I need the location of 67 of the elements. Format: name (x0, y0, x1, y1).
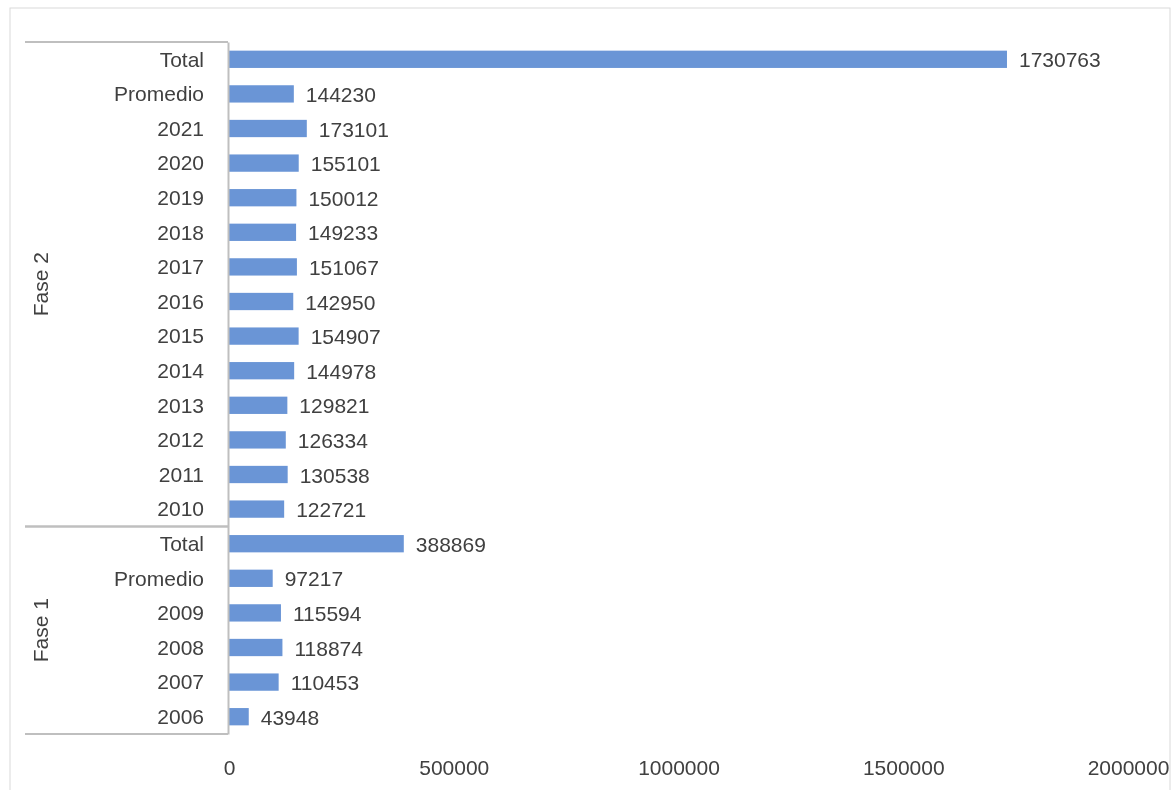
bar (229, 119, 307, 138)
bar (229, 258, 297, 276)
data-label: 43948 (260, 705, 320, 729)
bar (229, 673, 279, 691)
bar (229, 362, 295, 380)
bar (229, 708, 249, 726)
y-tick-label: Promedio (114, 82, 204, 106)
data-label: 388869 (415, 532, 486, 556)
data-label: 173101 (318, 117, 389, 141)
y-tick-label: 2018 (157, 220, 204, 244)
data-label: 118874 (294, 636, 364, 660)
y-tick-label: Total (159, 532, 204, 556)
data-label: 150012 (308, 186, 379, 210)
y-axis-title: Fase 2 (29, 252, 52, 317)
bar (229, 604, 281, 622)
y-axis-title: Fase 1 (29, 598, 52, 663)
data-label: 142950 (305, 290, 376, 314)
data-label: 155101 (310, 152, 381, 176)
data-label: 129821 (299, 394, 370, 418)
bar (229, 396, 288, 414)
bar (229, 638, 283, 657)
bar (229, 189, 297, 207)
y-tick-label: 2013 (157, 393, 204, 417)
y-tick-label: 2008 (157, 635, 204, 659)
data-label: 149233 (308, 221, 379, 245)
bar (229, 223, 297, 241)
x-tick-label: 1000000 (638, 755, 720, 779)
data-label: 130538 (299, 463, 370, 487)
bar (229, 500, 285, 518)
data-label: 110453 (290, 671, 360, 695)
x-tick-label: 0 (223, 755, 236, 779)
y-tick-label: 2009 (157, 601, 204, 625)
y-tick-label: 2017 (157, 255, 204, 279)
bar (229, 535, 404, 553)
y-tick-label: 2021 (157, 116, 204, 140)
data-label: 122721 (296, 498, 367, 522)
data-label: 115594 (292, 601, 362, 625)
y-tick-label: 2015 (157, 324, 204, 348)
x-tick-label: 1500000 (862, 755, 945, 779)
x-tick-label: 2000000 (1087, 755, 1170, 779)
y-tick-label: 2007 (157, 670, 204, 694)
y-tick-label: Promedio (114, 566, 204, 590)
bar (229, 50, 1007, 68)
data-label: 126334 (297, 428, 369, 452)
bar (229, 292, 294, 311)
data-label: 151067 (308, 255, 379, 279)
data-label: 1730763 (1018, 48, 1101, 72)
data-label: 144230 (305, 82, 376, 106)
y-tick-label: 2011 (158, 462, 204, 486)
data-label: 97217 (284, 567, 344, 591)
bar (229, 569, 273, 587)
y-tick-label: 2014 (157, 359, 205, 383)
bar (229, 327, 299, 345)
x-tick-label: 500000 (419, 755, 490, 779)
bar (229, 85, 294, 103)
y-tick-label: 2010 (157, 497, 204, 521)
y-tick-label: Total (159, 47, 204, 71)
y-tick-label: 2012 (157, 428, 204, 452)
bar (229, 431, 286, 449)
y-tick-label: 2016 (157, 289, 204, 313)
y-tick-label: 2020 (157, 151, 204, 175)
data-label: 154907 (310, 325, 381, 349)
data-label: 144978 (306, 359, 377, 383)
y-tick-label: 2019 (157, 186, 204, 210)
y-tick-label: 2006 (157, 705, 204, 729)
bar (229, 465, 288, 484)
bar (229, 154, 299, 172)
